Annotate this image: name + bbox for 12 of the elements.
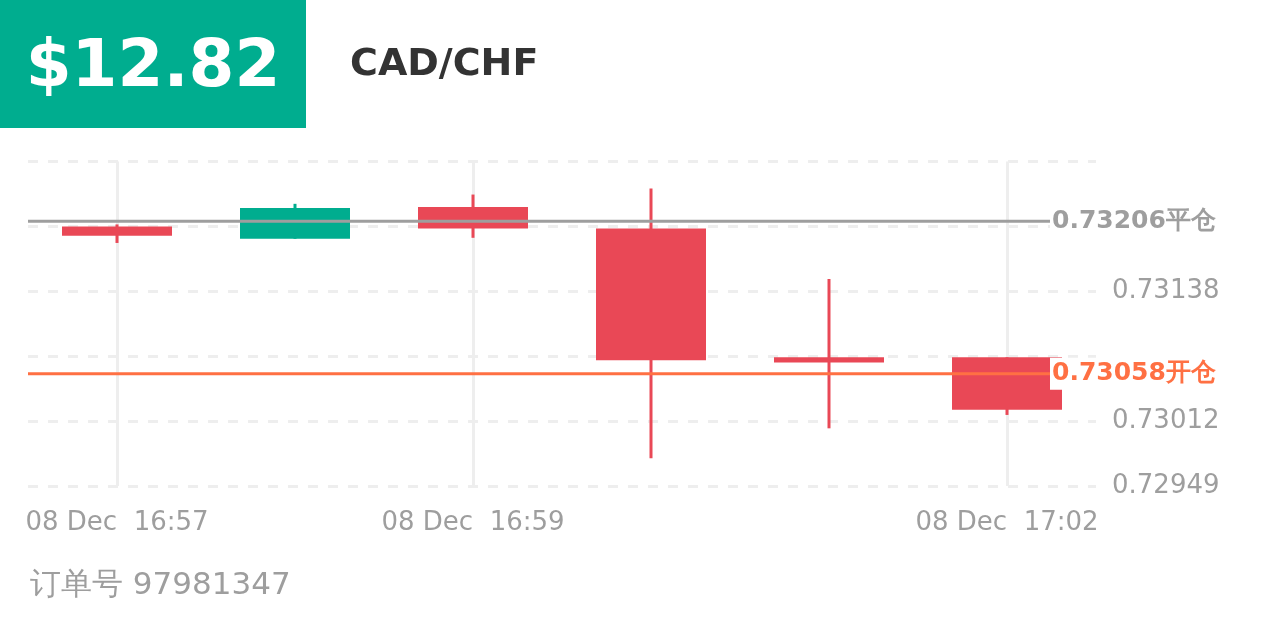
ref-line-label: 0.73206平仓 <box>1052 204 1216 234</box>
x-tick-label: 08 Dec 17:02 <box>915 506 1099 537</box>
x-tick-label: 08 Dec 16:59 <box>381 506 565 537</box>
y-tick-label: 0.72949 <box>1112 468 1220 499</box>
text: $12.82 <box>0 0 306 128</box>
y-tick-label: 0.73012 <box>1112 403 1220 434</box>
candlestick <box>774 279 884 429</box>
ref-line-label: 0.73058开仓 <box>1052 357 1216 387</box>
text: 订单号 97981347 <box>30 564 291 603</box>
y-tick-label: 0.73138 <box>1112 274 1220 305</box>
chart-title: CAD/CHF <box>350 40 539 84</box>
x-tick-label: 08 Dec 16:57 <box>25 506 209 537</box>
